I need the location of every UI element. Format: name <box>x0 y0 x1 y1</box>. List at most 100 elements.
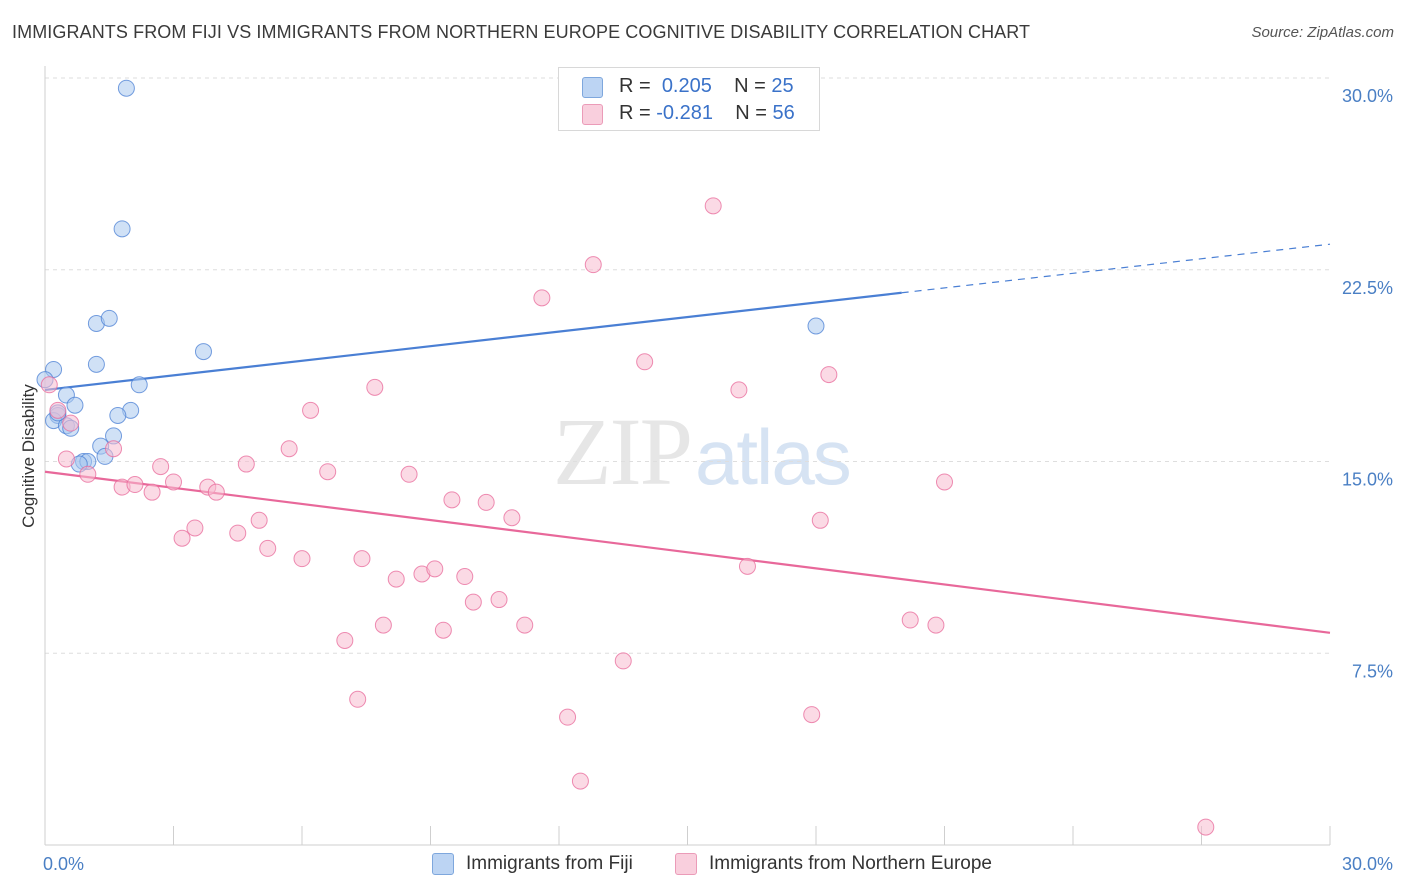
legend-r-label: R = <box>619 101 651 124</box>
northern-europe-point <box>426 560 444 578</box>
legend-r-value-fiji: 0.205 <box>661 74 712 97</box>
northern-europe-point <box>302 401 320 419</box>
grid-lines <box>45 77 1330 654</box>
legend-swatch-fiji <box>582 77 603 98</box>
legend-row-northern-europe: R = -0.281 N = 56 <box>582 100 795 126</box>
northern-europe-point <box>49 401 67 419</box>
northern-europe-point <box>490 591 508 609</box>
northern-europe-point <box>280 440 298 458</box>
bottom-legend-label-northern-europe: Immigrants from Northern Europe <box>709 853 992 874</box>
bottom-legend-swatch-fiji <box>432 853 454 875</box>
watermark-zip: ZIP <box>553 398 693 505</box>
northern-europe-point <box>1197 818 1215 836</box>
northern-europe-point <box>400 465 418 483</box>
northern-europe-point <box>636 353 654 371</box>
northern-europe-point <box>584 256 602 274</box>
northern-europe-point <box>614 652 632 670</box>
fiji-point <box>113 220 131 238</box>
northern-europe-point <box>936 473 953 491</box>
axes <box>44 66 1331 846</box>
northern-europe-point <box>456 568 474 586</box>
watermark: ZIPatlas <box>553 396 852 507</box>
northern-europe-point <box>259 539 277 557</box>
northern-europe-point <box>353 550 371 568</box>
y-tick-label: 15.0% <box>1342 470 1393 490</box>
northern-europe-point <box>237 455 255 473</box>
northern-europe-point <box>927 616 945 634</box>
northern-europe-point <box>559 708 577 726</box>
northern-europe-point <box>434 621 452 639</box>
chart-title: IMMIGRANTS FROM FIJI VS IMMIGRANTS FROM … <box>12 22 1031 42</box>
northern-europe-point <box>207 483 225 501</box>
y-tick-label: 22.5% <box>1342 278 1393 298</box>
northern-europe-point <box>464 593 482 611</box>
bottom-legend-fiji: Immigrants from Fiji <box>432 851 633 877</box>
northern-europe-point <box>319 463 337 481</box>
northern-europe-point <box>477 493 495 511</box>
legend-row-fiji: R = 0.205 N = 25 <box>582 73 794 99</box>
correlation-legend: R = 0.205 N = 25 R = -0.281 N = 56 <box>558 67 820 131</box>
fiji-point <box>87 355 105 373</box>
northern-europe-point <box>533 289 551 307</box>
fiji-trend-extension <box>901 243 1331 294</box>
northern-europe-point <box>143 483 161 501</box>
northern-europe-point <box>293 550 311 568</box>
legend-n-label: N = <box>734 74 766 97</box>
bottom-legend-label-fiji: Immigrants from Fiji <box>466 853 633 874</box>
northern-europe-point <box>152 458 170 476</box>
northern-europe-point <box>79 465 97 483</box>
legend-n-value-fiji: 25 <box>771 74 794 97</box>
northern-europe-point <box>387 570 405 588</box>
northern-europe-point <box>738 557 756 575</box>
y-tick-label: 30.0% <box>1342 86 1393 106</box>
northern-europe-point <box>901 611 919 629</box>
northern-europe-point <box>730 381 748 399</box>
northern-europe-point <box>40 376 58 394</box>
axis-labels: 7.5% 15.0% 22.5% 30.0% 0.0% 30.0% Cognitive Di… <box>19 86 1393 874</box>
northern-europe-point <box>374 616 392 634</box>
northern-europe-point <box>126 476 144 494</box>
legend-r-value-northern-europe: -0.281 <box>656 101 713 124</box>
y-axis-label: Cognitive Disability <box>19 384 38 528</box>
northern-europe-trend-line <box>44 470 1331 634</box>
northern-europe-point <box>57 450 75 468</box>
northern-europe-point <box>571 772 589 790</box>
northern-europe-point <box>165 473 182 491</box>
northern-europe-point <box>366 378 384 396</box>
northern-europe-point <box>336 631 354 649</box>
fiji-point <box>100 309 118 327</box>
northern-europe-point <box>173 529 191 547</box>
fiji-point <box>117 79 135 97</box>
fiji-point <box>194 343 212 361</box>
fiji-trend-line <box>44 291 902 392</box>
northern-europe-point <box>186 519 204 537</box>
y-tick-label: 7.5% <box>1352 661 1393 681</box>
northern-europe-point <box>349 690 367 708</box>
northern-europe-point <box>229 524 247 542</box>
northern-europe-point <box>503 509 521 527</box>
fiji-point <box>66 396 84 414</box>
northern-europe-point <box>250 511 268 529</box>
northern-europe-point <box>811 511 829 529</box>
northern-europe-point <box>516 616 534 634</box>
northern-europe-point <box>443 491 461 509</box>
data-points <box>36 79 1215 836</box>
bottom-legend-northern-europe: Immigrants from Northern Europe <box>675 851 992 877</box>
legend-swatch-northern-europe <box>582 104 603 125</box>
legend-n-value-northern-europe: 56 <box>772 101 795 124</box>
northern-europe-point <box>62 414 80 432</box>
x-tick-label: 0.0% <box>43 854 84 874</box>
fiji-point <box>109 406 127 424</box>
fiji-point <box>807 317 825 335</box>
watermark-atlas: atlas <box>695 413 852 501</box>
legend-r-label: R = <box>619 74 651 97</box>
fiji-point <box>130 376 148 394</box>
source-label: Source: ZipAtlas.com <box>1251 24 1394 41</box>
bottom-legend-swatch-northern-europe <box>675 853 697 875</box>
x-tick-label: 30.0% <box>1342 854 1393 874</box>
northern-europe-point <box>704 197 722 215</box>
northern-europe-point <box>105 440 123 458</box>
northern-europe-point <box>803 706 821 724</box>
trend-lines <box>44 243 1331 634</box>
